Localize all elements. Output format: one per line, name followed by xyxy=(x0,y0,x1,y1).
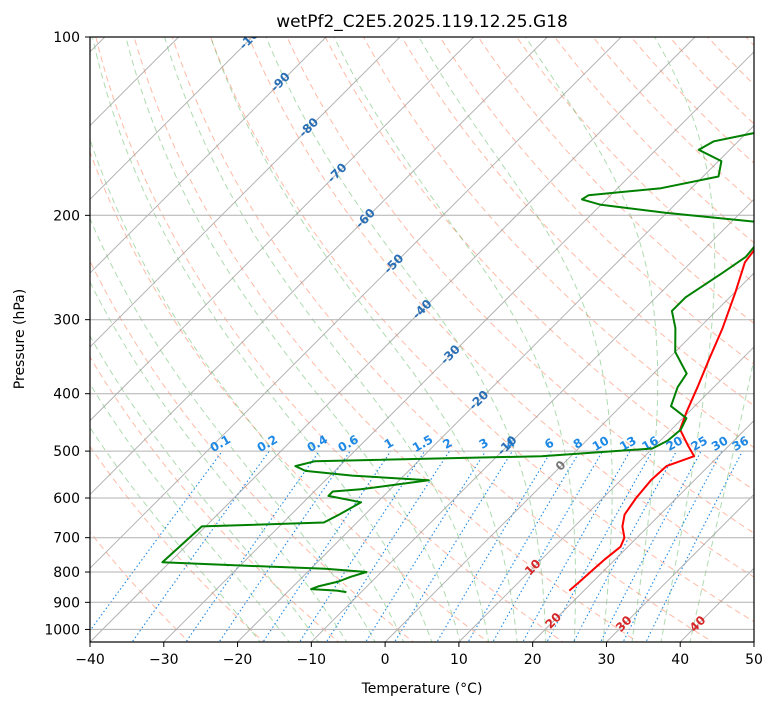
y-axis-label: Pressure (hPa) xyxy=(12,289,28,389)
chart-title: wetPf2_C2E5.2025.119.12.25.G18 xyxy=(276,12,568,32)
isotherm-line xyxy=(384,272,754,642)
isotherm-line xyxy=(90,37,696,642)
isotherm-line xyxy=(236,124,754,642)
x-tick-label: −30 xyxy=(149,652,179,668)
isotherm-line xyxy=(310,198,754,642)
x-tick-label: −40 xyxy=(75,652,105,668)
x-axis: −40 −30 −20 −10 0 10 20 30 40 50 xyxy=(75,642,763,668)
x-tick-label: 0 xyxy=(381,652,390,668)
isotherm-line xyxy=(90,37,327,274)
mixing-ratio-line xyxy=(262,450,392,642)
isotherm-line xyxy=(90,37,549,496)
dewpoint-profile-line xyxy=(161,132,754,594)
y-tick-label: 900 xyxy=(53,595,80,611)
y-tick-label: 200 xyxy=(53,208,80,224)
x-tick-label: 50 xyxy=(745,652,763,668)
profile-series xyxy=(161,132,754,594)
x-tick-label: −10 xyxy=(297,652,327,668)
x-tick-label: 40 xyxy=(671,652,689,668)
dry-adiabat-line xyxy=(90,150,490,642)
mixing-ratio-line xyxy=(131,450,270,642)
y-tick-label: 1000 xyxy=(44,622,80,638)
y-tick-label: 500 xyxy=(53,444,80,460)
isotherms xyxy=(90,37,754,642)
y-axis: 100 200 300 400 500 600 700 800 900 1000 xyxy=(44,30,90,638)
temperature-profile-line xyxy=(568,248,754,592)
mixing-ratio-line xyxy=(325,450,450,642)
x-tick-label: 10 xyxy=(450,652,468,668)
x-axis-label: Temperature (°C) xyxy=(361,681,483,697)
mixing-ratio-line xyxy=(622,450,723,642)
y-tick-label: 100 xyxy=(53,30,80,46)
y-tick-label: 800 xyxy=(53,565,80,581)
isotherm-line xyxy=(90,37,254,201)
y-tick-label: 600 xyxy=(53,491,80,507)
isotherm-line xyxy=(605,493,754,642)
pressure-gridlines xyxy=(90,37,754,630)
isotherm-line xyxy=(90,37,622,569)
y-tick-label: 400 xyxy=(53,387,80,403)
dry-adiabat-line xyxy=(477,37,754,324)
plot-frame xyxy=(89,36,755,643)
mixing-ratio-line xyxy=(467,450,581,642)
mixing-ratio-line xyxy=(599,450,702,642)
isotherm-line xyxy=(90,37,401,348)
mixing-ratio-line xyxy=(298,450,426,642)
x-tick-label: 20 xyxy=(524,652,542,668)
y-tick-label: 300 xyxy=(53,313,80,329)
isotherm-line xyxy=(531,419,754,642)
x-tick-label: 30 xyxy=(598,652,616,668)
dry-adiabat-line xyxy=(90,259,415,642)
mixing-ratio-line xyxy=(572,450,677,642)
x-tick-label: −20 xyxy=(223,652,253,668)
isotherm-line xyxy=(162,51,754,642)
isotherm-line xyxy=(90,37,475,422)
moist-adiabat-line xyxy=(90,217,376,642)
y-tick-label: 700 xyxy=(53,531,80,547)
mixing-ratio-line xyxy=(90,450,223,632)
isotherm-line xyxy=(458,346,754,642)
mixing-ratio-line xyxy=(218,450,351,642)
mixing-ratio-line xyxy=(393,450,513,642)
